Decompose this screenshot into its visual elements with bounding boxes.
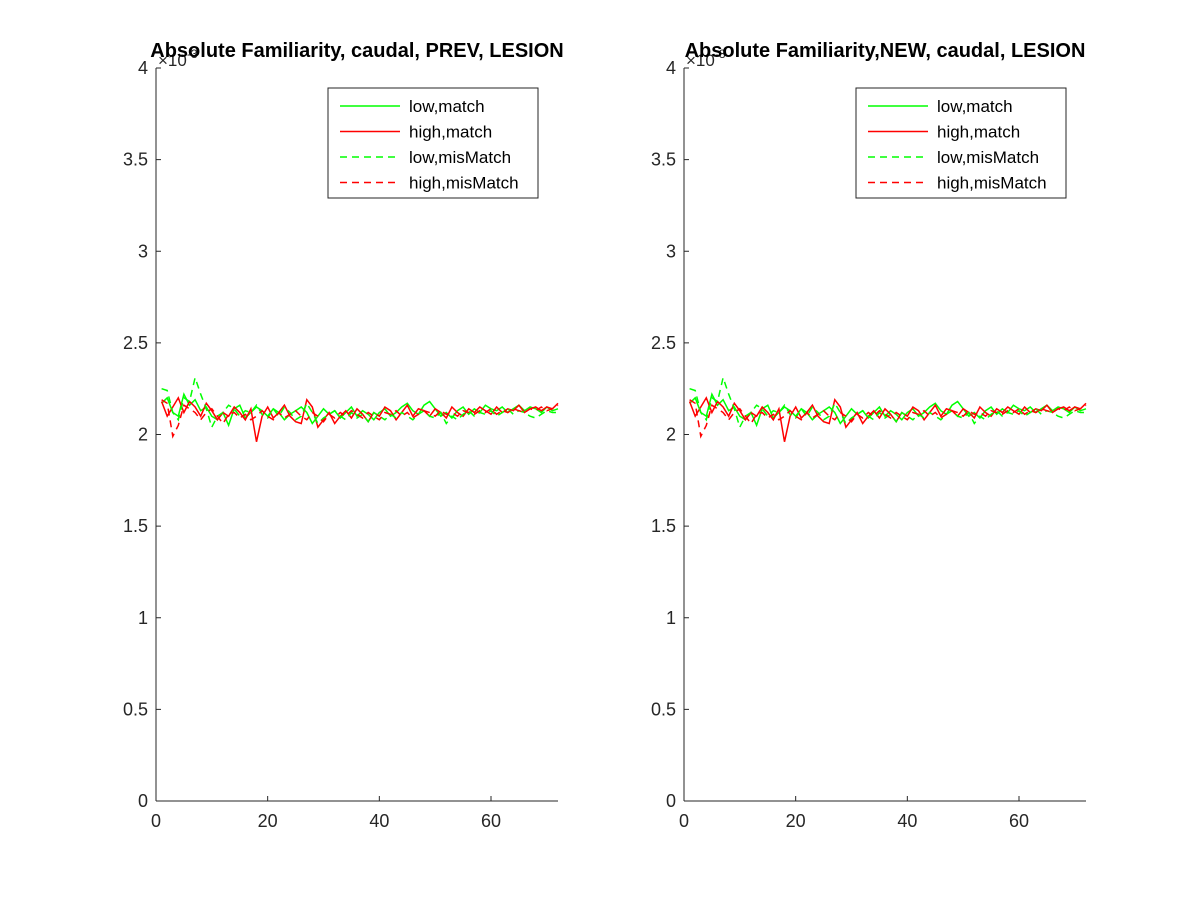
series-line-high-match	[160, 396, 559, 442]
legend-label: high,misMatch	[937, 174, 1047, 193]
x-tick-label: 0	[151, 811, 161, 831]
legend-label: high,match	[937, 123, 1020, 142]
y-tick-label: 1.5	[123, 516, 148, 536]
y-exponent-base: ×10	[158, 51, 187, 70]
legend-label: low,misMatch	[937, 148, 1039, 167]
x-tick-label: 40	[897, 811, 917, 831]
y-tick-label: 1	[138, 608, 148, 628]
x-tick-label: 0	[679, 811, 689, 831]
x-tick-label: 60	[1009, 811, 1029, 831]
y-tick-label: 3	[666, 241, 676, 261]
legend: low,match high,match low,misMatch high,misM…	[327, 87, 539, 199]
y-exponent-base: ×10	[686, 51, 715, 70]
legend-label: high,match	[409, 123, 492, 142]
y-exponent-label: ×10-3	[158, 47, 198, 70]
series-line-low-match	[161, 392, 559, 428]
x-tick-label: 60	[481, 811, 501, 831]
legend-label: low,match	[937, 97, 1013, 116]
series-line-low-match	[689, 392, 1087, 428]
chart-title: Absolute Familiarity, caudal, PREV, LESI…	[150, 40, 563, 62]
y-tick-label: 3	[138, 241, 148, 261]
x-tick-label: 40	[369, 811, 389, 831]
y-tick-label: 4	[666, 58, 676, 78]
y-tick-label: 2	[138, 425, 148, 445]
y-tick-label: 0.5	[651, 699, 676, 719]
y-tick-label: 1	[666, 608, 676, 628]
x-tick-label: 20	[258, 811, 278, 831]
y-tick-label: 1.5	[651, 516, 676, 536]
series-line-high-match	[688, 396, 1087, 442]
x-tick-label: 20	[786, 811, 806, 831]
y-tick-label: 0	[138, 791, 148, 811]
legend-label: low,match	[409, 97, 485, 116]
y-tick-label: 0	[666, 791, 676, 811]
series-line-high-mismatch	[161, 399, 559, 439]
chart-title: Absolute Familiarity,NEW, caudal, LESION	[685, 40, 1086, 62]
series-line-high-mismatch	[689, 399, 1087, 439]
y-tick-label: 3.5	[651, 150, 676, 170]
y-tick-label: 2.5	[123, 333, 148, 353]
y-tick-label: 2	[666, 425, 676, 445]
y-tick-label: 3.5	[123, 150, 148, 170]
legend-label: low,misMatch	[409, 148, 511, 167]
y-exponent-label: ×10-3	[686, 47, 726, 70]
y-exponent-power: -3	[187, 47, 198, 61]
legend: low,match high,match low,misMatch high,misM…	[855, 87, 1067, 199]
y-tick-label: 4	[138, 58, 148, 78]
legend-label: high,misMatch	[409, 174, 519, 193]
y-exponent-power: -3	[715, 47, 726, 61]
y-tick-label: 0.5	[123, 699, 148, 719]
y-tick-label: 2.5	[651, 333, 676, 353]
